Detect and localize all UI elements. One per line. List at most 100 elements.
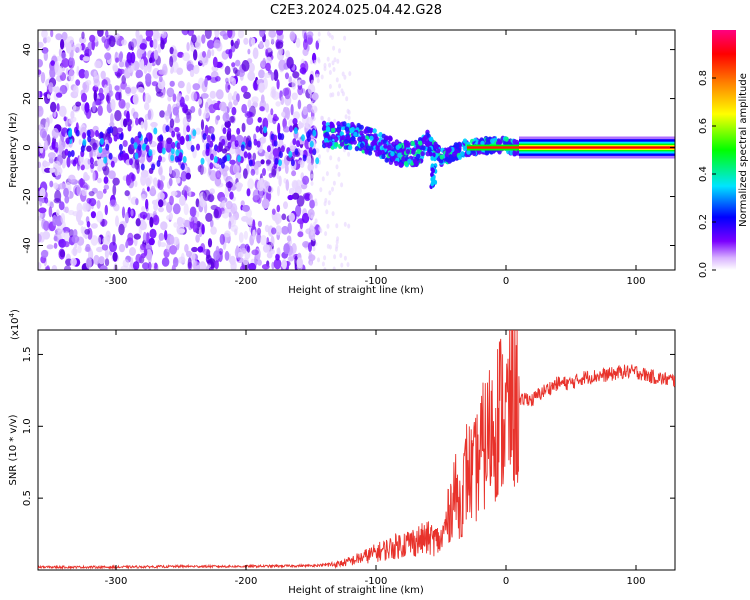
noise-cell — [41, 218, 47, 230]
noise-cell — [84, 102, 90, 113]
ridge-cell — [347, 145, 353, 151]
carrier-band — [519, 146, 675, 149]
noise-cell — [288, 212, 295, 222]
noise-cell — [53, 235, 58, 242]
noise-cell — [64, 241, 70, 248]
noise-cell — [325, 171, 329, 177]
noise-cell — [344, 114, 348, 120]
noise-cell — [127, 232, 134, 242]
noise-cell — [201, 224, 205, 235]
ridge-cell — [416, 153, 421, 159]
noise-cell — [102, 236, 111, 246]
noise-cell — [266, 159, 272, 165]
noise-cell — [297, 86, 304, 96]
noise-cell — [310, 79, 314, 85]
noise-cell — [87, 41, 93, 51]
noise-cell — [259, 41, 264, 49]
x-tick-label: 0 — [503, 276, 509, 287]
noise-cell — [83, 203, 92, 211]
noise-cell — [75, 129, 80, 137]
noise-cell — [145, 145, 150, 152]
noise-cell — [150, 185, 156, 194]
noise-cell — [276, 79, 280, 90]
noise-cell — [247, 71, 256, 81]
noise-cell — [310, 214, 314, 220]
ridge-cell — [439, 154, 444, 160]
noise-cell — [108, 152, 113, 160]
noise-cell — [126, 52, 133, 64]
noise-cell — [51, 127, 59, 139]
noise-cell — [118, 223, 125, 236]
noise-cell — [86, 129, 91, 137]
y-tick-label: 0.5 — [22, 490, 33, 506]
noise-cell — [324, 231, 328, 237]
noise-cell — [113, 134, 118, 142]
noise-cell — [195, 234, 200, 243]
noise-cell — [207, 238, 213, 248]
noise-cell — [140, 243, 146, 251]
ridge-cell — [359, 130, 364, 136]
noise-cell — [148, 149, 153, 157]
noise-cell — [151, 199, 158, 205]
ridge-cell — [425, 142, 430, 148]
ridge-cell — [369, 145, 374, 152]
ridge-cell — [421, 145, 426, 151]
noise-cell — [192, 129, 197, 137]
noise-cell — [182, 156, 187, 163]
noise-cell — [161, 147, 166, 155]
noise-cell — [295, 37, 301, 49]
noise-cell — [341, 71, 345, 77]
noise-cell — [173, 222, 178, 228]
noise-cell — [230, 39, 234, 47]
noise-cell — [135, 69, 144, 79]
noise-cell — [273, 258, 282, 270]
ridge-cell — [383, 143, 388, 149]
ridge-cell — [444, 152, 450, 158]
ridge-cell — [480, 140, 485, 146]
noise-cell — [77, 220, 84, 226]
noise-cell — [151, 81, 159, 87]
noise-cell — [272, 148, 279, 157]
noise-cell — [44, 197, 49, 204]
snr-ylabel: SNR (10 * v/v) — [8, 414, 19, 485]
noise-cell — [247, 140, 252, 148]
snr-panel: -300 -200 -100 0 100 0.5 1.0 1.5 Height of stra… — [8, 309, 676, 596]
noise-cell — [254, 163, 259, 171]
noise-cell — [338, 83, 342, 89]
noise-cell — [219, 233, 225, 245]
noise-cell — [70, 150, 75, 157]
noise-cell — [250, 168, 256, 176]
noise-cell — [276, 204, 281, 213]
noise-cell — [192, 83, 201, 91]
ridge-cell — [466, 149, 471, 155]
noise-cell — [43, 36, 48, 44]
ridge-cell — [321, 120, 327, 126]
noise-cell — [186, 250, 192, 258]
noise-cell — [335, 223, 339, 229]
noise-cell — [312, 129, 317, 137]
noise-cell — [140, 174, 147, 186]
noise-cell — [284, 87, 292, 100]
noise-cell — [58, 48, 62, 57]
noise-cell — [213, 39, 221, 49]
noise-cell — [340, 182, 344, 188]
ridge-cell — [401, 156, 406, 162]
noise-cell — [243, 91, 251, 99]
noise-cell — [241, 103, 248, 114]
noise-cell — [176, 176, 181, 184]
noise-cell — [205, 212, 213, 222]
noise-cell — [256, 227, 262, 236]
noise-cell — [292, 180, 299, 192]
noise-cell — [110, 113, 114, 125]
noise-cell — [178, 152, 183, 160]
noise-cell — [55, 92, 63, 98]
ridge-cell — [354, 146, 360, 152]
noise-cell — [68, 229, 74, 238]
noise-cell — [38, 41, 44, 48]
noise-cell — [262, 117, 269, 130]
noise-cell — [331, 186, 334, 192]
ridge-cell — [381, 153, 386, 160]
noise-cell — [237, 251, 244, 258]
noise-cell — [316, 73, 320, 79]
noise-cell — [144, 102, 150, 111]
